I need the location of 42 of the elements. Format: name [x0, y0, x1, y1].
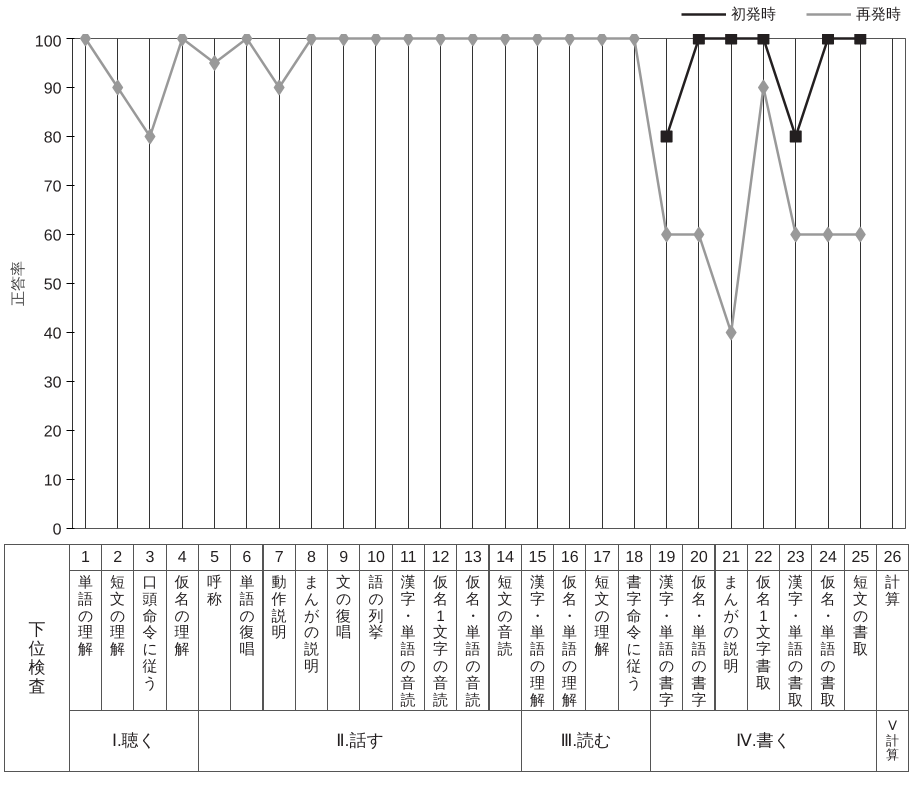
table-cell: 下位検査	[4, 544, 70, 772]
point	[112, 80, 124, 96]
point	[661, 226, 672, 242]
point	[693, 226, 704, 242]
point	[209, 55, 220, 71]
point	[692, 34, 705, 44]
point	[144, 128, 156, 144]
point	[274, 80, 285, 96]
y-tick-label: 0	[52, 522, 62, 538]
point	[854, 34, 866, 44]
x-axis-title: 下位検査	[28, 620, 46, 696]
y-tick-label: 60	[44, 228, 62, 244]
point	[726, 324, 737, 340]
y-axis-title: 正答率	[10, 261, 27, 306]
point	[822, 34, 834, 44]
y-tick-label: 80	[44, 130, 62, 146]
table-cell: 6	[230, 544, 264, 571]
table-cell: 13	[456, 544, 490, 571]
y-tick-label: 40	[44, 326, 62, 342]
point	[725, 34, 738, 44]
table-cell: 26	[876, 544, 910, 571]
legend-label: 再発時	[856, 4, 901, 24]
point	[758, 80, 769, 96]
table-cell: 21	[714, 544, 748, 571]
y-tick-label: 70	[44, 178, 62, 196]
y-tick-label: 30	[44, 374, 62, 392]
table-cell: 14	[488, 544, 522, 571]
y-tick-label: 10	[44, 472, 62, 490]
point	[757, 34, 770, 44]
y-tick-label: 100	[34, 34, 62, 50]
table-cell: 20	[682, 544, 716, 571]
legend-label: 初発時	[731, 4, 776, 24]
point	[790, 226, 802, 242]
y-tick-label: 90	[44, 80, 62, 98]
table-cell: Ⅴ計算	[876, 710, 910, 772]
point	[822, 226, 834, 242]
table-cell: 7	[262, 544, 296, 571]
point	[660, 130, 673, 142]
y-tick-label: 50	[44, 276, 62, 294]
y-tick-label: 20	[44, 424, 62, 440]
point	[790, 130, 802, 142]
point	[854, 226, 866, 242]
